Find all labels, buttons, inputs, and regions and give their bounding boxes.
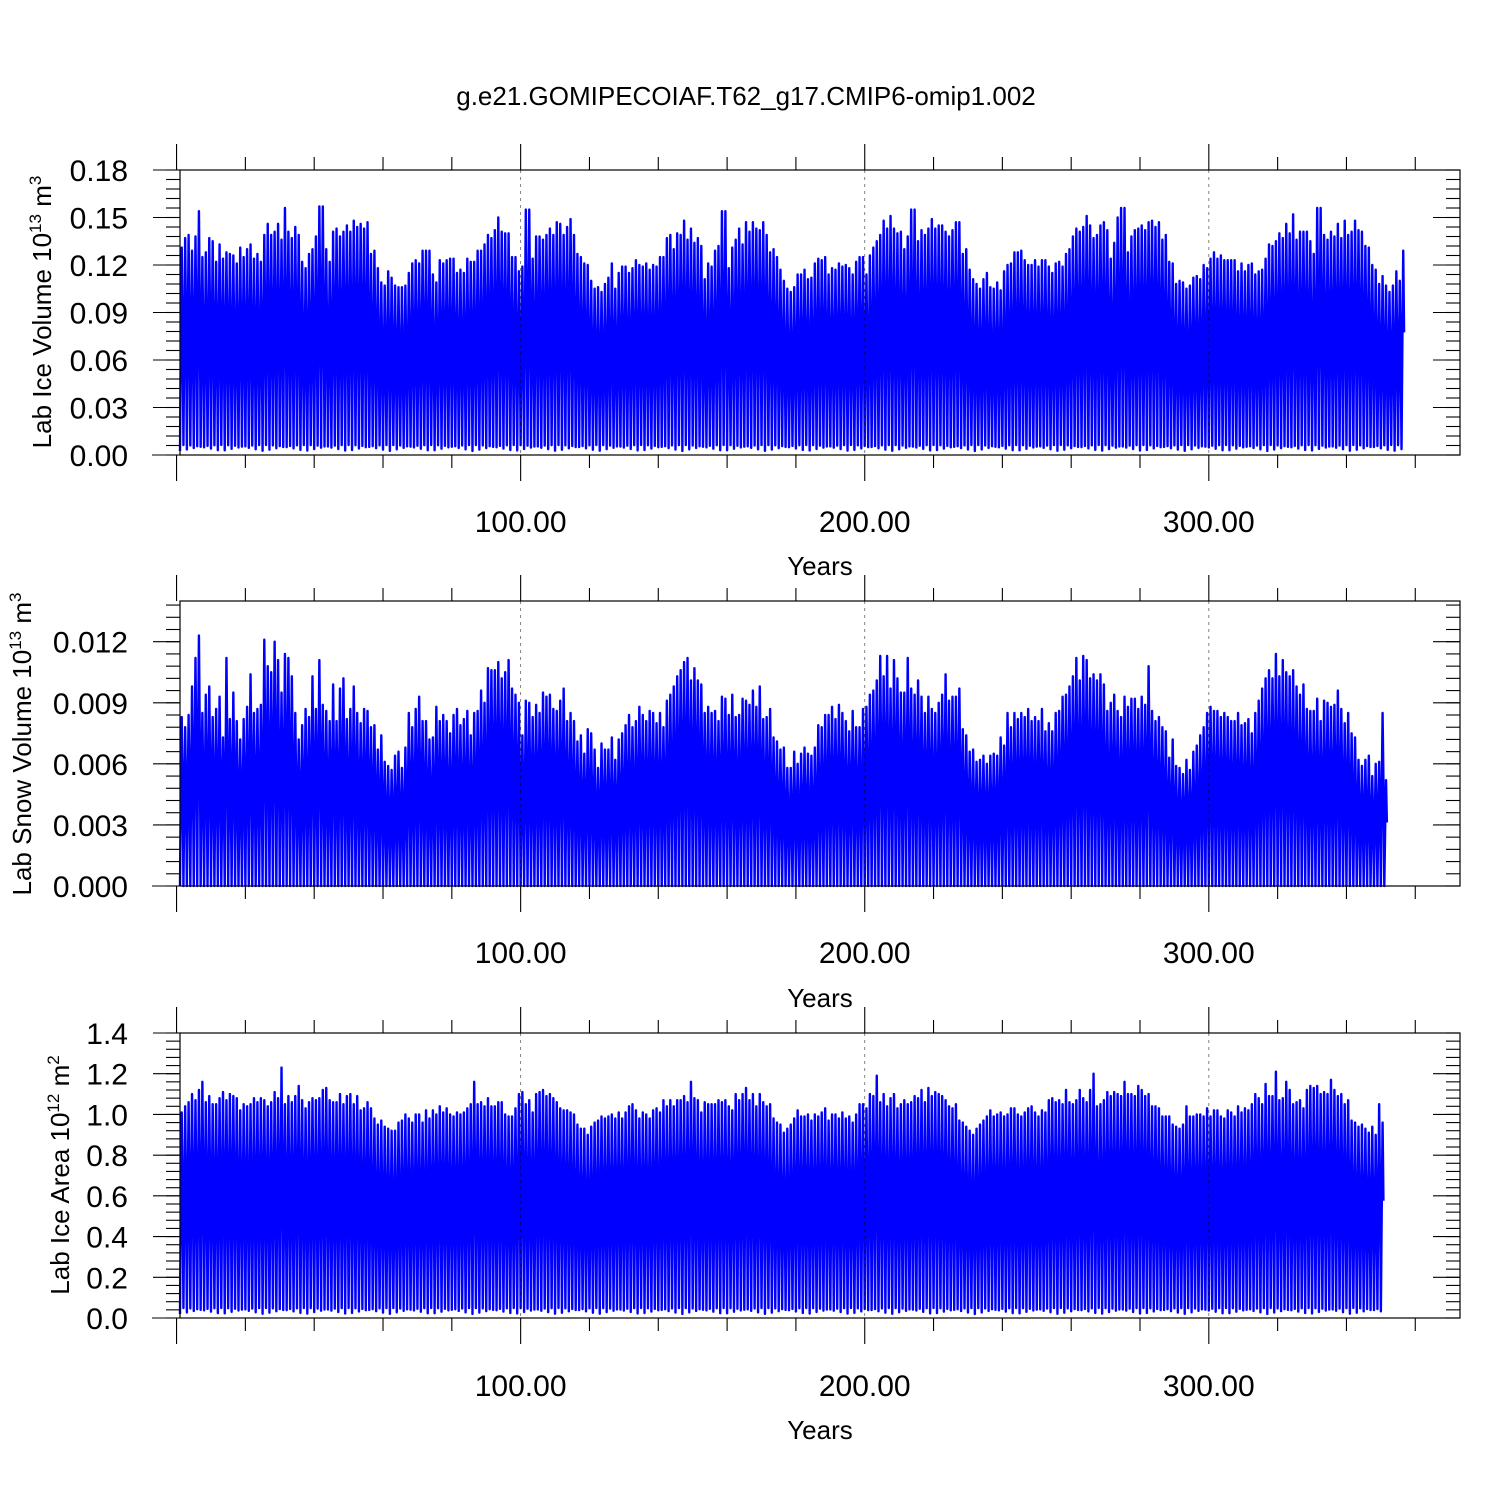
x-axis-title: Years <box>787 551 853 581</box>
figure-title: g.e21.GOMIPECOIAF.T62_g17.CMIP6-omip1.00… <box>456 81 1036 111</box>
y-tick-label: 0.003 <box>53 810 128 843</box>
x-tick-label: 300.00 <box>1163 1370 1255 1403</box>
x-tick-label: 200.00 <box>819 506 911 539</box>
chart-panel-1: 0.00 0.03 0.06 0.09 0.12 0.15 0.18 100.00 200.00… <box>26 144 1461 581</box>
y-tick-label: 0.2 <box>86 1262 128 1295</box>
x-tick-label: 300.00 <box>1163 506 1255 539</box>
x-tick-label: 100.00 <box>475 937 567 970</box>
y-axis-title: Lab Ice Area 1012 m2 <box>44 1055 75 1294</box>
series-line <box>178 205 1406 453</box>
y-axis-title: Lab Snow Volume 1013 m3 <box>6 592 37 895</box>
y-tick-label: 0.000 <box>53 871 128 904</box>
x-tick-label: 200.00 <box>819 937 911 970</box>
y-tick-label: 1.2 <box>86 1059 128 1092</box>
series-line <box>178 1066 1385 1316</box>
y-tick-label: 0.15 <box>70 203 128 236</box>
y-axis-title: Lab Ice Volume 1013 m3 <box>26 176 57 449</box>
y-tick-label: 0.00 <box>70 440 128 473</box>
x-tick-label: 300.00 <box>1163 937 1255 970</box>
x-axis-title: Years <box>787 983 853 1013</box>
y-tick-label: 0.06 <box>70 345 128 378</box>
x-tick-label: 100.00 <box>475 1370 567 1403</box>
y-tick-label: 1.0 <box>86 1099 128 1132</box>
y-tick-label: 0.0 <box>86 1303 128 1336</box>
y-tick-label: 0.4 <box>86 1222 128 1255</box>
x-axis-title: Years <box>787 1415 853 1445</box>
chart-panel-3: 0.0 0.2 0.4 0.6 0.8 1.0 1.2 1.4 100.00 200.00 300.… <box>44 1007 1461 1445</box>
panels: 0.00 0.03 0.06 0.09 0.12 0.15 0.18 100.00 200.00… <box>6 144 1461 1445</box>
y-tick-label: 0.8 <box>86 1140 128 1173</box>
x-tick-label: 200.00 <box>819 1370 911 1403</box>
chart-panel-2: 0.000 0.003 0.006 0.009 0.012 100.00 200.00 300… <box>6 575 1461 1013</box>
x-tick-label: 100.00 <box>475 506 567 539</box>
y-tick-label: 0.009 <box>53 688 128 721</box>
y-tick-label: 0.12 <box>70 250 128 283</box>
y-tick-label: 0.18 <box>70 155 128 188</box>
series-line <box>178 634 1389 888</box>
y-tick-label: 0.09 <box>70 298 128 331</box>
plot-frame <box>179 1032 1461 1319</box>
y-tick-label: 0.012 <box>53 627 128 660</box>
plot-frame <box>179 600 1461 887</box>
y-tick-label: 0.6 <box>86 1181 128 1214</box>
y-tick-label: 0.03 <box>70 393 128 426</box>
y-tick-label: 1.4 <box>86 1018 128 1051</box>
y-tick-label: 0.006 <box>53 749 128 782</box>
